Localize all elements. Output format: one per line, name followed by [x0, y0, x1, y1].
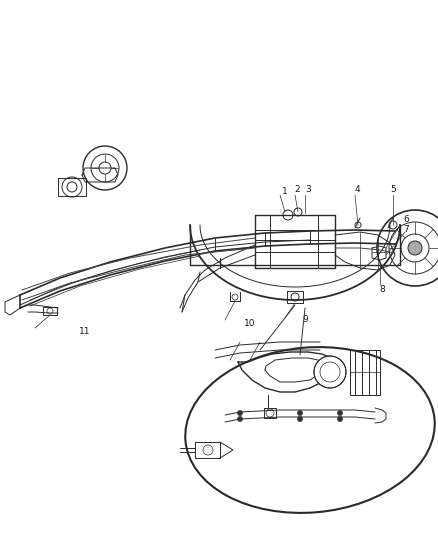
- Circle shape: [338, 410, 343, 416]
- Text: 11: 11: [79, 327, 91, 336]
- Circle shape: [297, 416, 303, 422]
- Text: 7: 7: [403, 225, 409, 235]
- Circle shape: [314, 356, 346, 388]
- Circle shape: [297, 410, 303, 416]
- Text: 1: 1: [282, 188, 288, 197]
- Circle shape: [408, 241, 422, 255]
- Text: 8: 8: [379, 286, 385, 295]
- Text: 6: 6: [403, 215, 409, 224]
- Text: 10: 10: [244, 319, 256, 327]
- Text: 3: 3: [305, 184, 311, 193]
- Text: 2: 2: [294, 184, 300, 193]
- Text: 9: 9: [302, 316, 308, 325]
- Circle shape: [338, 416, 343, 422]
- Text: 4: 4: [354, 184, 360, 193]
- Circle shape: [237, 416, 243, 422]
- Circle shape: [237, 410, 243, 416]
- Text: 5: 5: [390, 184, 396, 193]
